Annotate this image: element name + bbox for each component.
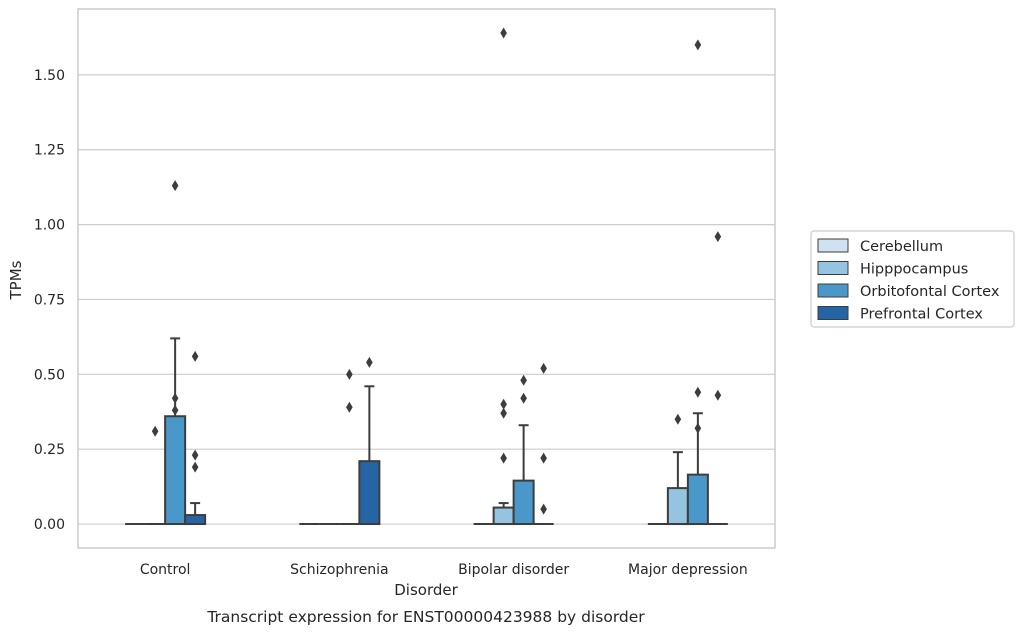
outlier-point: [366, 356, 373, 368]
x-tick-label: Control: [140, 562, 191, 578]
legend-swatch: [817, 306, 849, 320]
box-group: [533, 362, 554, 526]
box: [164, 415, 187, 526]
legend: Cerebellum Hipppocampus Orbitofontal Corte…: [810, 230, 1015, 328]
outlier-point: [674, 413, 682, 425]
outlier-point: [694, 386, 702, 398]
box-group: [358, 356, 381, 526]
box-group: [686, 39, 709, 526]
outlier-point: [714, 231, 722, 243]
y-tick-label: 0.75: [34, 292, 65, 308]
y-tick-label: 0.25: [34, 442, 65, 458]
box-group: [666, 413, 689, 526]
legend-swatch: [817, 283, 849, 298]
y-tick-labels: 0.00 0.25 0.50 0.75 1.00 1.25 1.50: [34, 68, 65, 533]
outlier-point: [540, 362, 547, 374]
y-tick-label: 0.50: [34, 367, 65, 383]
outlier-point: [500, 398, 507, 410]
outlier-point: [694, 422, 702, 434]
legend-label: Hipppocampus: [860, 262, 968, 278]
box-group: [184, 350, 207, 526]
box: [358, 460, 381, 526]
outlier-point: [346, 368, 353, 380]
outlier-point: [520, 392, 527, 404]
x-tick-label: Major depression: [628, 562, 748, 578]
outlier-point: [520, 374, 527, 386]
outlier-point: [714, 389, 722, 401]
outlier-point: [191, 461, 199, 473]
outlier-point: [151, 425, 159, 437]
outlier-point: [171, 392, 179, 404]
plot-border: [77, 8, 776, 549]
y-tick-label: 0.00: [34, 517, 65, 533]
box-group: [707, 231, 728, 526]
outlier-point: [346, 401, 353, 413]
box-group: [492, 27, 515, 526]
outlier-point: [500, 407, 507, 419]
legend-label: Orbitofontal Cortex: [860, 284, 1000, 300]
y-axis-label: TPMs: [7, 260, 25, 300]
grid-layer: [78, 74, 775, 525]
box-group: [145, 425, 166, 526]
legend-swatch: [817, 238, 849, 253]
outlier-point: [540, 503, 547, 515]
outlier-point: [191, 350, 199, 362]
box: [492, 506, 515, 526]
box: [666, 487, 689, 526]
box-group: [164, 180, 187, 526]
box-group: [512, 374, 535, 526]
outlier-point: [171, 404, 179, 416]
legend-label: Prefrontal Cortex: [860, 307, 983, 323]
outlier-point: [540, 452, 547, 464]
outlier-point: [500, 452, 507, 464]
outlier-point: [171, 180, 179, 192]
y-tick-label: 1.25: [34, 143, 65, 159]
legend-box: [810, 230, 1015, 328]
x-tick-label: Bipolar disorder: [458, 562, 569, 578]
box: [512, 479, 535, 526]
box-layer: [125, 27, 728, 526]
chart-caption: Transcript expression for ENST0000042398…: [206, 608, 645, 626]
box-group: [339, 368, 360, 526]
outlier-point: [500, 27, 507, 39]
plot-frame: [77, 8, 776, 549]
x-tick-label: Schizophrenia: [290, 562, 388, 578]
box: [686, 473, 709, 526]
y-tick-label: 1.00: [34, 218, 65, 234]
x-axis-label: Disorder: [394, 581, 458, 599]
legend-label: Cerebellum: [860, 239, 943, 255]
legend-swatch: [817, 261, 849, 275]
outlier-point: [191, 449, 199, 461]
x-tick-labels: Control Schizophrenia Bipolar disorder Majo…: [140, 562, 748, 578]
outlier-point: [694, 39, 702, 51]
y-tick-label: 1.50: [34, 68, 65, 84]
box: [184, 514, 207, 526]
